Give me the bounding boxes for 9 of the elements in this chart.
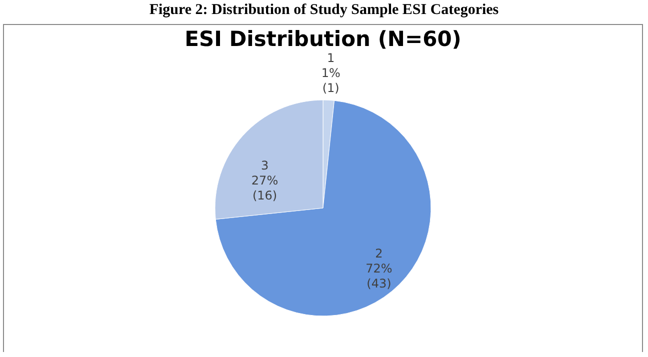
pie-slice: [215, 100, 432, 316]
slice-label: 2: [375, 246, 383, 260]
data-label: 1% (1): [321, 66, 340, 96]
slice-label: 3: [260, 158, 269, 173]
data-label: 27% (16): [251, 174, 278, 203]
chart-title: Figure 2: Distribution of Study Sample ESI Categories: [148, 1, 500, 20]
chart-subtitle: ESI Distribution (N=60): [184, 27, 462, 52]
slice-label: 1: [327, 51, 335, 66]
data-label: 72% (43): [366, 261, 392, 290]
